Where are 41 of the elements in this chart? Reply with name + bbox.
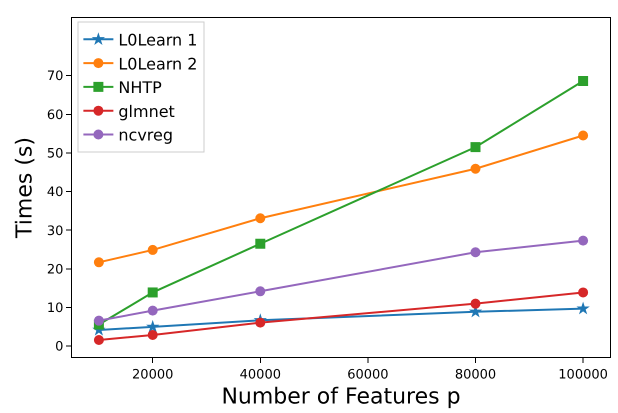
point — [578, 287, 588, 298]
y-tick-label: 60 — [46, 108, 64, 123]
x-tick-label: 20000 — [132, 368, 174, 383]
legend-label: glmnet — [118, 102, 175, 121]
point — [255, 318, 266, 328]
y-tick-label: 70 — [46, 69, 64, 84]
point — [470, 164, 480, 174]
point — [470, 142, 480, 152]
legend-label: L0Learn 2 — [118, 54, 198, 74]
legend-label: NHTP — [118, 78, 162, 98]
y-tick-label: 30 — [46, 224, 64, 239]
point — [470, 247, 480, 258]
point — [146, 320, 160, 333]
point — [578, 76, 588, 86]
x-tick-label: 60000 — [347, 368, 389, 383]
y-tick-label: 10 — [46, 301, 64, 316]
y-tick-label: 0 — [55, 340, 64, 355]
legend-label: L0Learn 1 — [118, 30, 198, 50]
y-tick-label: 40 — [46, 185, 64, 200]
x-tick-label: 100000 — [558, 368, 608, 383]
point — [148, 244, 158, 255]
point — [148, 287, 158, 298]
point — [255, 286, 266, 296]
y-axis-title: Times (s) — [12, 137, 38, 239]
point — [94, 257, 104, 268]
legend-label: ncvreg — [118, 126, 174, 145]
y-tick-label: 20 — [46, 262, 64, 278]
point — [255, 213, 266, 224]
point — [578, 130, 588, 141]
point — [576, 302, 590, 314]
x-tick-label: 80000 — [454, 368, 496, 383]
point — [94, 334, 104, 345]
point — [148, 306, 158, 316]
point — [255, 238, 266, 249]
point — [578, 236, 588, 246]
x-axis-title: Number of Features p — [221, 384, 461, 410]
point — [470, 298, 480, 309]
x-tick-label: 40000 — [240, 368, 281, 383]
point — [148, 330, 158, 340]
point — [94, 316, 104, 326]
y-tick-label: 50 — [46, 146, 64, 162]
